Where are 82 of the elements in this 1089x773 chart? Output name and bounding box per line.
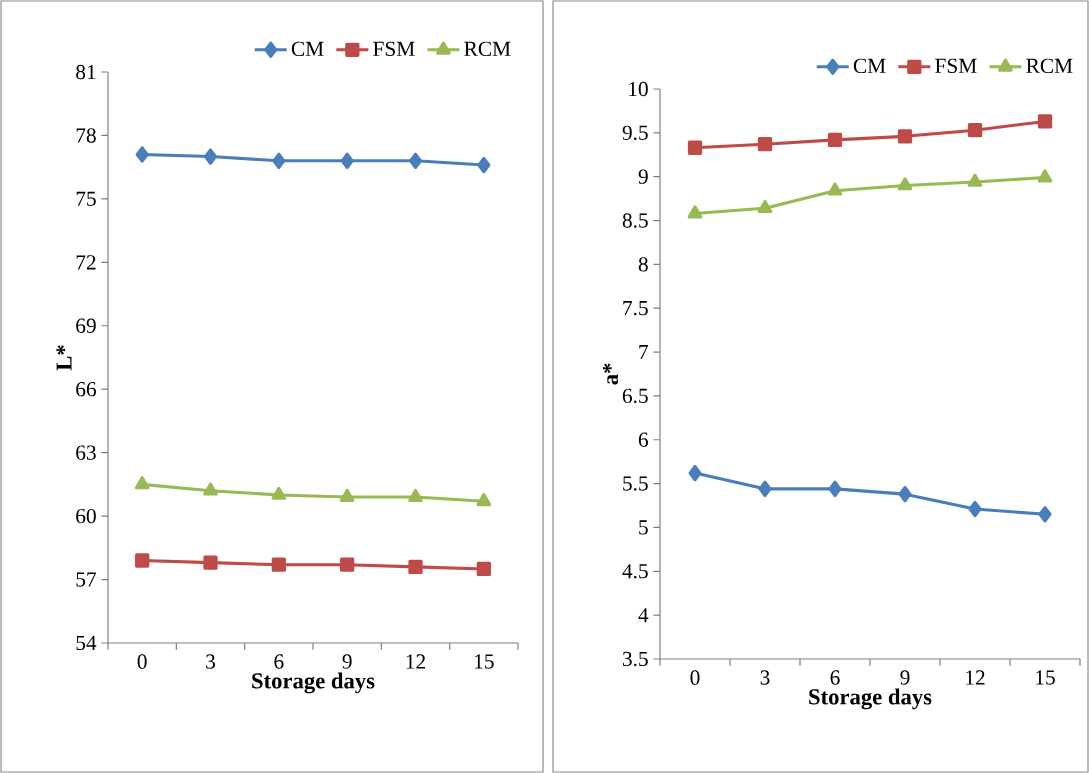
- y-tick-label: 5.5: [623, 476, 648, 491]
- point: [203, 555, 218, 570]
- point: [968, 500, 982, 518]
- y-tick-label: 7: [639, 345, 649, 360]
- y-tick-label: 6: [638, 432, 648, 447]
- point: [898, 485, 912, 503]
- legend-label: FSM: [373, 41, 415, 57]
- x-tick-label: 6: [830, 670, 840, 685]
- x-tick-label: 3: [206, 654, 215, 669]
- point: [408, 488, 423, 502]
- point: [758, 480, 772, 498]
- x-axis-title: Storage days: [809, 688, 932, 710]
- point: [272, 152, 286, 170]
- point: [757, 200, 773, 214]
- point: [757, 137, 773, 152]
- y-tick-label: 4: [638, 608, 649, 623]
- y-tick-label: 7.5: [623, 301, 648, 316]
- point: [134, 476, 150, 490]
- x-tick-label: 9: [342, 654, 352, 669]
- y-tick-label: 6.5: [622, 388, 648, 404]
- point: [967, 123, 983, 138]
- point: [135, 553, 150, 568]
- y-tick-label: 60: [76, 508, 96, 524]
- x-tick-label: 12: [966, 670, 985, 685]
- point: [477, 156, 491, 174]
- y-axis-title: a*: [602, 363, 619, 385]
- point: [476, 561, 491, 577]
- y-tick-label: 8.5: [622, 213, 648, 228]
- point: [687, 140, 703, 155]
- legend-label: FSM: [935, 58, 977, 74]
- point: [203, 148, 218, 165]
- y-tick-label: 63: [76, 445, 96, 460]
- point: [827, 132, 843, 147]
- point: [688, 464, 702, 482]
- y-tick-label: 5: [639, 520, 648, 535]
- y-tick-label: 81: [76, 64, 96, 80]
- y-tick-label: 57: [76, 572, 97, 587]
- x-axis-title: Storage days: [252, 672, 375, 694]
- x-tick-label: 12: [406, 654, 425, 669]
- y-tick-label: 4.5: [622, 564, 648, 579]
- x-tick-label: 0: [690, 670, 700, 685]
- point: [271, 557, 286, 572]
- point: [897, 129, 913, 144]
- y-tick-label: 75: [76, 191, 96, 206]
- point: [408, 559, 423, 574]
- point: [1038, 506, 1052, 523]
- x-tick-label: 15: [1036, 670, 1055, 685]
- x-tick-label: 15: [475, 654, 494, 669]
- point: [408, 152, 423, 170]
- point: [203, 482, 218, 496]
- point: [271, 486, 287, 500]
- y-axis-title: L*: [56, 345, 72, 371]
- point: [340, 152, 354, 170]
- legend-label: CM: [291, 41, 324, 57]
- point: [687, 205, 703, 219]
- point: [1037, 169, 1053, 183]
- x-tick-label: 0: [137, 654, 147, 669]
- point: [339, 488, 355, 502]
- x-tick-label: 9: [900, 670, 910, 685]
- legend-label: RCM: [1026, 58, 1073, 74]
- y-tick-label: 66: [76, 382, 96, 397]
- y-tick-label: 54: [76, 635, 97, 651]
- y-tick-label: 9.5: [622, 125, 648, 141]
- point: [967, 173, 983, 187]
- point: [135, 146, 149, 163]
- legend-label: RCM: [464, 41, 511, 57]
- point: [340, 557, 355, 572]
- point: [827, 182, 843, 196]
- y-tick-label: 9: [638, 169, 648, 184]
- y-tick-label: 72: [76, 255, 96, 270]
- y-tick-label: 69: [76, 318, 96, 333]
- point: [828, 480, 842, 498]
- y-tick-label: 78: [76, 128, 96, 143]
- point: [476, 493, 492, 507]
- point: [897, 177, 913, 191]
- x-tick-label: 3: [760, 670, 770, 685]
- y-tick-label: 3.5: [622, 651, 648, 667]
- y-tick-label: 10: [629, 81, 648, 97]
- legend-label: CM: [853, 58, 886, 74]
- point: [1037, 114, 1053, 129]
- y-tick-label: 8: [638, 257, 648, 272]
- x-tick-label: 6: [274, 654, 284, 669]
